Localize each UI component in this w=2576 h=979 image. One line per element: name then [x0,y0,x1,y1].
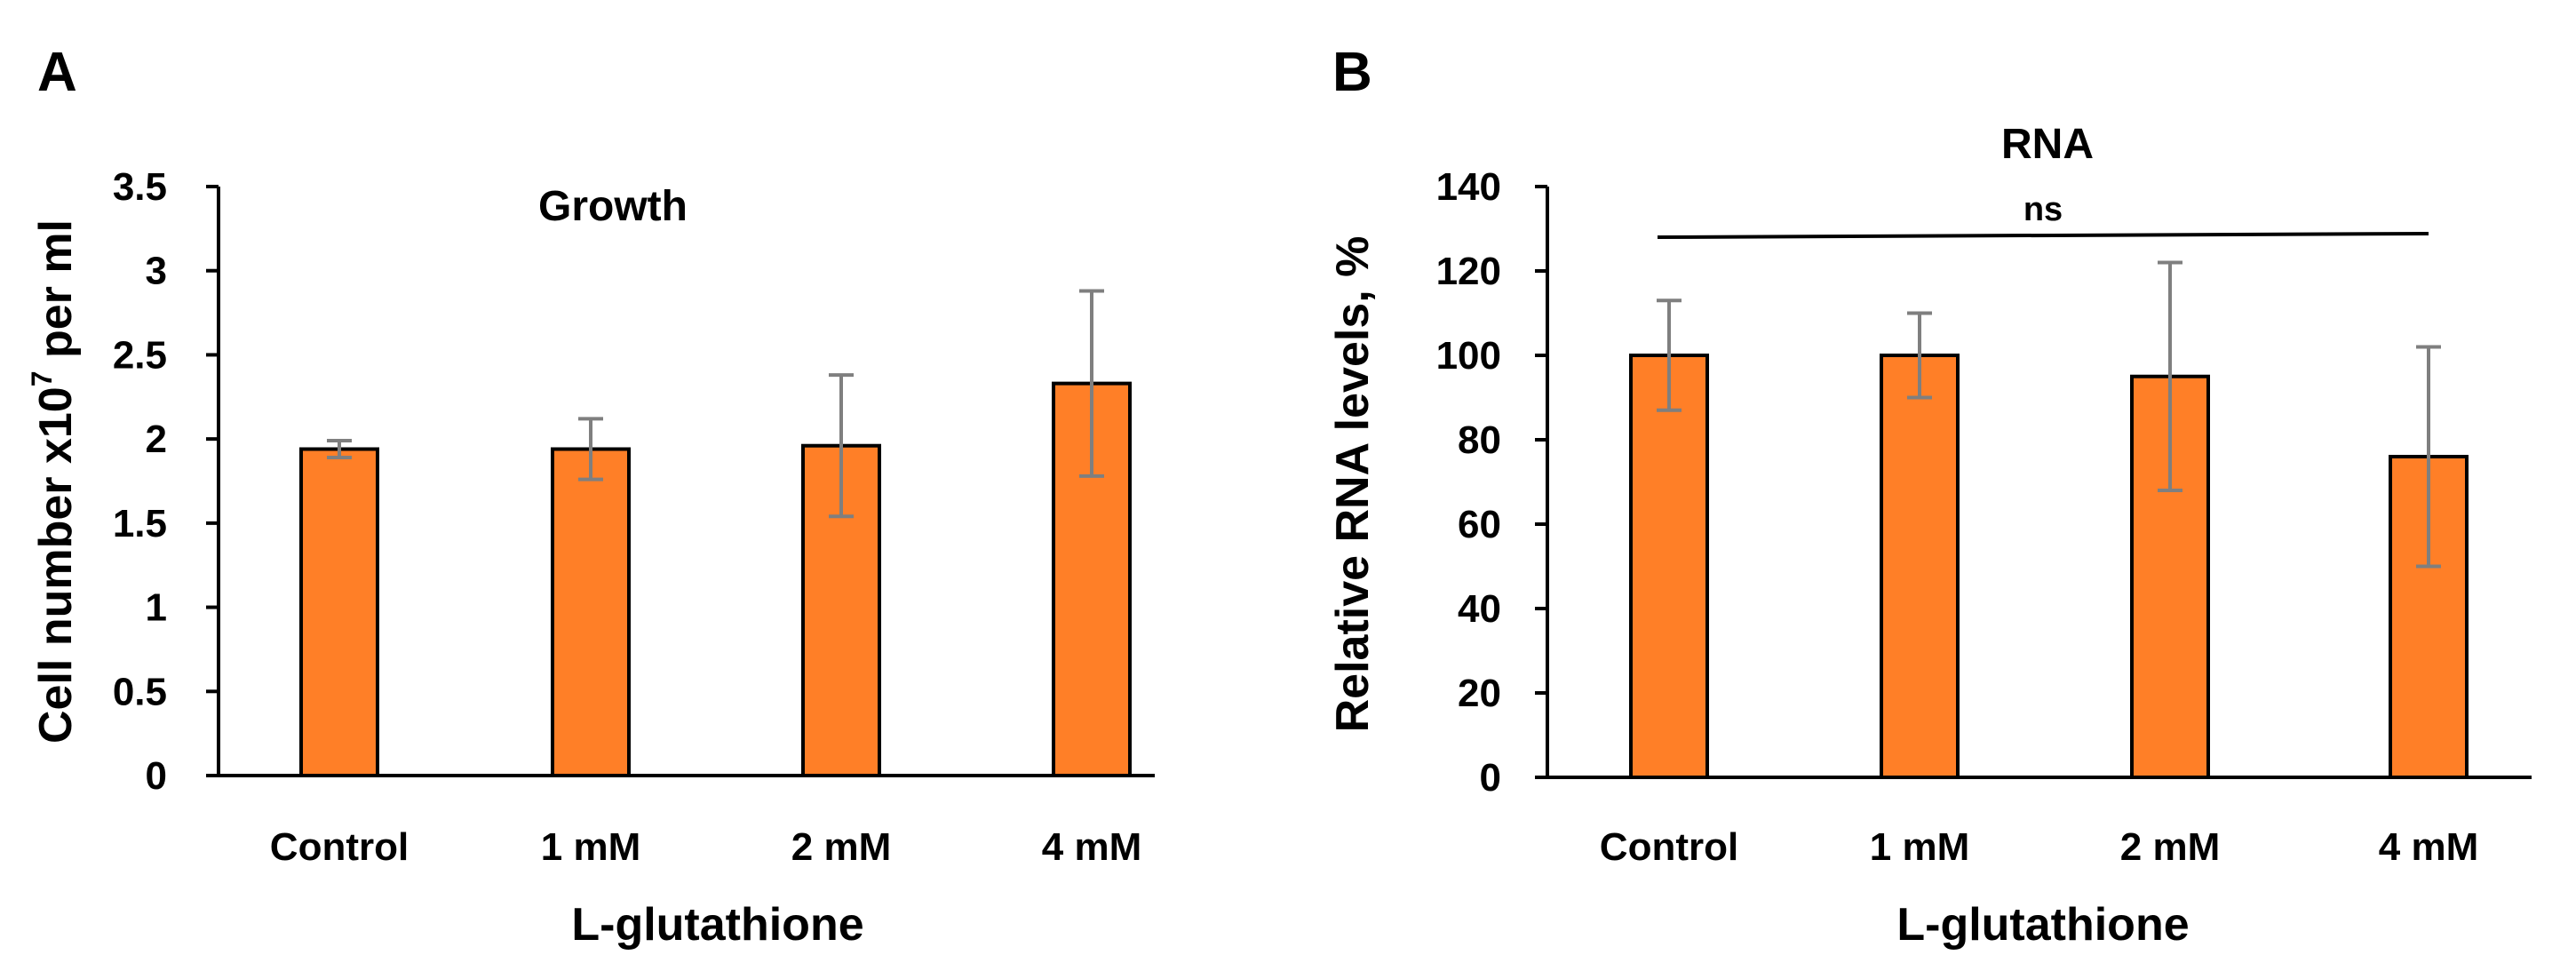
error-bar [1079,289,1104,478]
y-tick-label: 80 [1458,418,1501,462]
x-tick-label: 1 mM [1870,825,1969,869]
y-tick-label: 40 [1458,587,1501,631]
bars [299,381,1132,777]
y-tick-labels: 0 0.5 1 1.5 2 2.5 3 3.5 [113,165,219,798]
x-axis-title: L-glutathione [571,899,863,951]
x-tick-label: 4 mM [2379,825,2478,869]
y-tick-label: 2 [146,418,167,461]
x-tick-labels: Control 1 mM 2 mM 4 mM [270,825,1141,869]
chart-title: Growth [538,183,688,230]
error-bar [2158,260,2182,492]
error-bar [1657,298,1682,412]
error-bar [578,417,603,482]
y-axis-title-main: Cell number x10 [30,386,82,744]
y-tick-label: 140 [1436,165,1501,209]
error-bar [829,373,854,519]
bar-control [1629,354,1709,779]
panel-b: B RNA ns 0 20 40 60 80 100 120 140 Control 1 mM 2… [1327,42,2532,951]
x-tick-label: 2 mM [2120,825,2220,869]
panel-letter: B [1332,42,1372,103]
y-tick-label: 0.5 [113,670,167,713]
error-bars [1657,260,2441,569]
bar-control [299,447,379,777]
y-axis-title-superscript: 7 [26,370,58,386]
y-tick-label: 60 [1458,503,1501,546]
y-tick-label: 3.5 [113,165,167,209]
x-tick-label: Control [1600,825,1738,869]
y-tick-label: 1 [146,586,167,630]
x-tick-label: 2 mM [791,825,891,869]
y-tick-label: 100 [1436,334,1501,378]
y-axis-title: Relative RNA levels, % [1327,236,1379,733]
x-tick-labels: Control 1 mM 2 mM 4 mM [1600,825,2478,869]
significance-bracket [1657,232,2429,239]
y-axis-title: Cell number x107 per ml [26,219,82,744]
significance-label: ns [2023,191,2063,228]
error-bar [2416,345,2441,569]
y-tick-label: 0 [1480,756,1501,800]
x-tick-label: 4 mM [1042,825,1141,869]
panel-a: A Growth 0 0.5 1 1.5 2 2.5 3 3.5 Control 1 mM 2 m… [26,42,1155,951]
x-tick-label: Control [270,825,409,869]
chart-title: RNA [2001,121,2094,168]
bars [1629,354,2469,779]
error-bars [327,289,1104,519]
y-tick-label: 2.5 [113,333,167,377]
y-tick-label: 120 [1436,250,1501,293]
y-tick-labels: 0 20 40 60 80 100 120 140 [1436,165,1547,800]
y-axis-title-suffix: per ml [30,219,82,371]
error-bar [1907,311,1932,400]
error-bar [327,439,352,459]
bar-1-mm [551,447,631,777]
bar-1-mm [1880,354,1960,779]
y-tick-label: 3 [146,250,167,293]
x-tick-label: 1 mM [541,825,640,869]
y-tick-label: 20 [1458,672,1501,715]
y-tick-label: 0 [146,754,167,798]
y-tick-label: 1.5 [113,502,167,545]
x-axis-title: L-glutathione [1896,899,2189,951]
panel-letter: A [37,42,77,103]
